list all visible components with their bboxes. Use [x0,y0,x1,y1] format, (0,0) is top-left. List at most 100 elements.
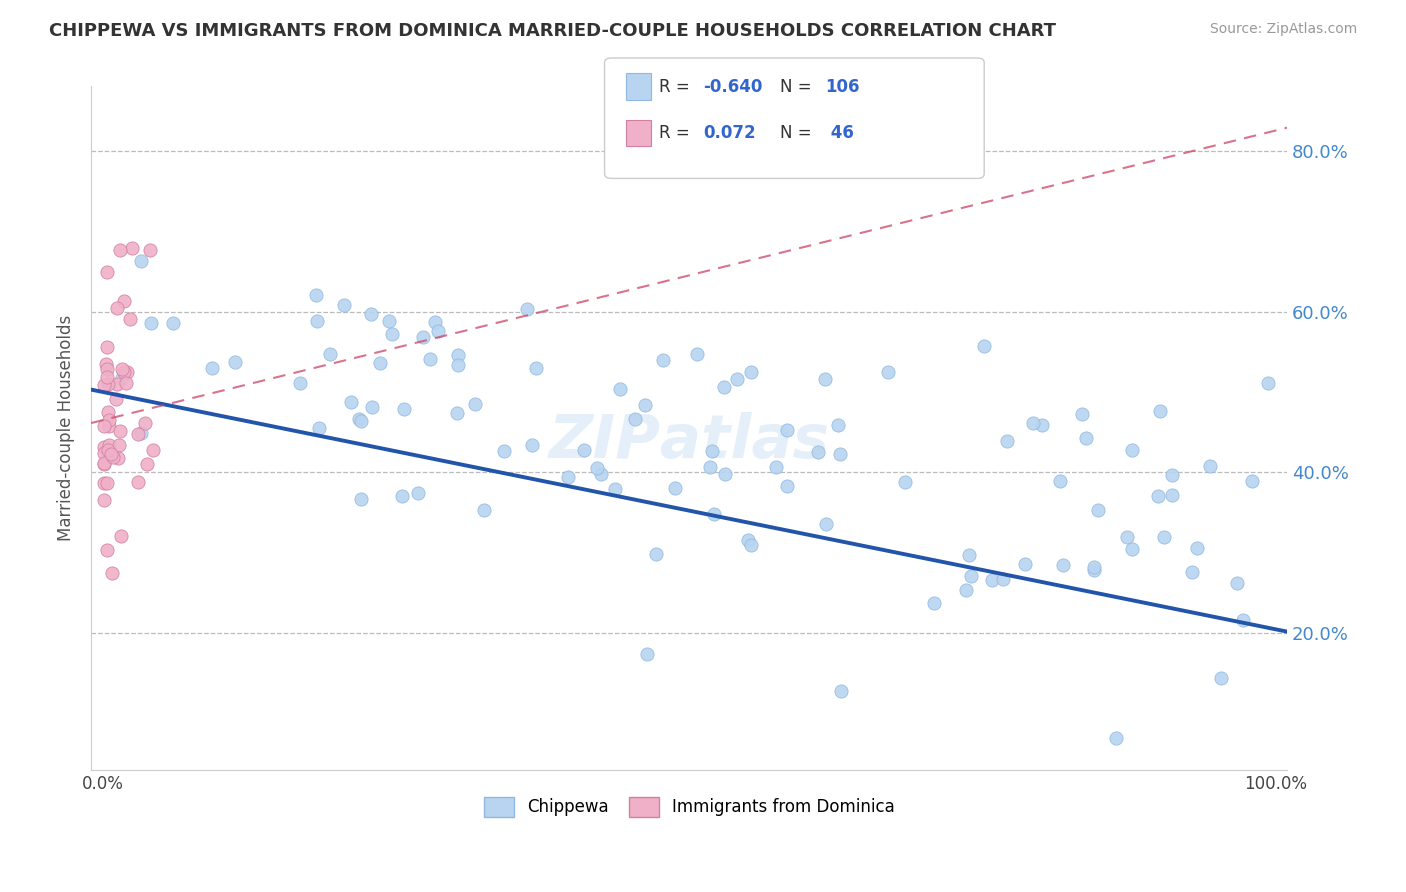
Point [96,357,118,371]
Point [93,445,115,459]
Point [93,419,115,434]
Point [494,444,516,458]
Point [1083,560,1105,574]
Point [997,434,1019,448]
Point [142,443,165,458]
Point [129,253,152,268]
Text: Source: ZipAtlas.com: Source: ZipAtlas.com [1209,22,1357,37]
Point [700,444,723,458]
Point [1147,489,1170,503]
Point [97,419,120,434]
Text: 0.072: 0.072 [703,124,755,142]
Point [1121,442,1143,457]
Point [1121,541,1143,556]
Point [305,314,328,328]
Point [472,503,495,517]
Point [100,448,122,462]
Point [333,298,356,312]
Point [1105,731,1128,745]
Point [957,548,980,562]
Point [522,438,544,452]
Point [105,301,128,315]
Point [101,566,124,580]
Point [446,406,468,420]
Point [1181,565,1204,579]
Point [347,411,370,425]
Point [381,326,404,341]
Text: -0.640: -0.640 [703,78,762,95]
Point [1049,474,1071,488]
Point [586,461,609,475]
Point [93,378,115,392]
Point [120,312,142,326]
Point [1116,530,1139,544]
Point [378,313,401,327]
Point [814,372,837,386]
Point [807,444,830,458]
Point [924,596,946,610]
Point [350,414,373,428]
Point [418,351,440,366]
Point [713,380,735,394]
Point [1209,671,1232,685]
Point [93,456,115,470]
Point [135,457,157,471]
Point [406,485,429,500]
Point [96,362,118,376]
Point [740,538,762,552]
Point [391,489,413,503]
Point [412,329,434,343]
Point [108,438,131,452]
Point [464,397,486,411]
Text: N =: N = [780,124,817,142]
Point [93,475,115,490]
Point [98,438,121,452]
Point [1226,576,1249,591]
Point [201,361,224,376]
Point [703,507,725,521]
Point [111,361,134,376]
Point [392,401,415,416]
Text: R =: R = [659,78,696,95]
Point [115,376,138,391]
Point [447,358,470,372]
Point [360,307,382,321]
Point [339,395,361,409]
Point [127,475,149,489]
Text: N =: N = [780,78,817,95]
Point [110,529,132,543]
Point [350,491,373,506]
Point [224,355,246,369]
Point [636,647,658,661]
Point [623,411,645,425]
Point [645,547,668,561]
Point [1185,541,1208,555]
Point [591,467,613,482]
Point [96,369,118,384]
Point [1074,431,1097,445]
Point [815,517,838,532]
Point [1052,558,1074,573]
Point [1087,503,1109,517]
Point [447,348,470,362]
Point [725,372,748,386]
Point [652,352,675,367]
Point [308,421,330,435]
Point [1257,376,1279,390]
Point [93,457,115,471]
Point [162,316,184,330]
Point [96,265,118,279]
Point [1240,474,1263,488]
Point [955,582,977,597]
Legend: Chippewa, Immigrants from Dominica: Chippewa, Immigrants from Dominica [477,790,901,823]
Point [714,467,737,481]
Point [557,470,579,484]
Point [111,371,134,385]
Text: ZIP​atlas: ZIP​atlas [548,412,830,471]
Point [572,442,595,457]
Point [526,360,548,375]
Point [1031,417,1053,432]
Point [112,293,135,308]
Point [1198,458,1220,473]
Point [107,450,129,465]
